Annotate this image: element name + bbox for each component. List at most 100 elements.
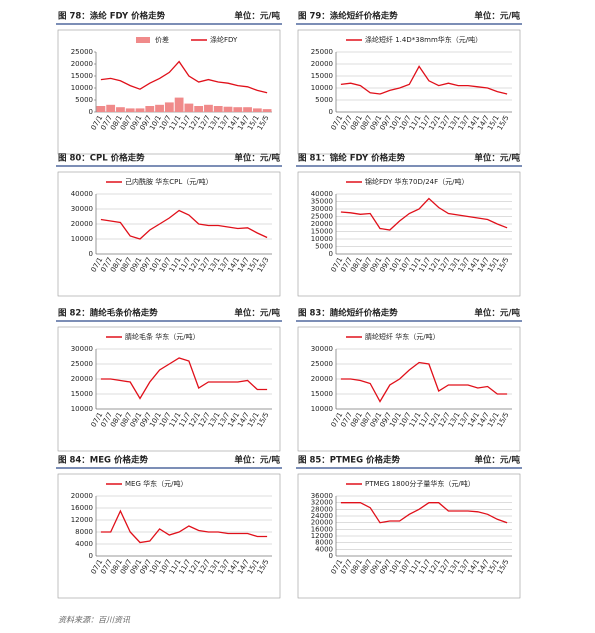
y-tick-label: 25000 [311,360,333,368]
y-tick-label: 10000 [311,84,333,92]
unit-label: 单位：元/吨 [234,153,280,164]
unit-label: 单位：元/吨 [474,455,520,466]
spread-bar [233,107,243,112]
legend-label: PTMEG 1800分子量华东（元/吨） [365,479,475,488]
legend-label: 锦纶FDY 华东70D/24F（元/吨） [365,177,468,186]
y-tick-label: 35000 [311,198,333,206]
unit-label: 单位：元/吨 [234,455,280,466]
y-tick-label: 0 [89,250,93,258]
y-tick-label: 16000 [311,525,333,533]
y-tick-label: 12000 [71,516,93,524]
y-tick-label: 20000 [311,220,333,228]
y-tick-label: 20000 [71,60,93,68]
spread-bar [116,107,125,112]
chart-frame [57,326,281,452]
spread-bar [174,97,184,112]
legend-label: 涤纶短纤 1.4D*38mm华东（元/吨） [365,35,482,44]
y-tick-label: 25000 [71,360,93,368]
y-tick-label: 30000 [71,205,93,213]
y-tick-label: 5000 [75,96,93,104]
figure-title: 图 81：锦纶 FDY 价格走势 [298,153,406,164]
spread-bar [194,106,204,112]
legend-swatch [136,37,150,43]
y-tick-label: 10000 [71,84,93,92]
y-tick-label: 15000 [311,72,333,80]
y-tick-label: 30000 [311,345,333,353]
y-tick-label: 10000 [71,405,93,413]
unit-label: 单位：元/吨 [474,11,520,22]
price-line [100,509,268,544]
price-line [100,209,268,240]
spread-bar [184,103,194,112]
chart-frame [57,29,281,155]
figure-title: 图 82：腈纶毛条价格走势 [58,308,158,319]
legend-label: 己内酰胺 华东CPL（元/吨） [125,177,213,186]
price-line [340,502,508,524]
chart-frame [297,29,521,155]
price-line [100,357,268,400]
price-line [340,197,508,231]
y-tick-label: 8000 [315,539,333,547]
y-tick-label: 5000 [315,96,333,104]
y-tick-label: 0 [329,250,333,258]
spread-bar [96,106,106,112]
chart-frame [297,171,521,297]
legend-label: 腈纶短纤 华东（元/吨） [365,332,440,341]
price-line [340,65,508,95]
spread-bar [145,106,155,112]
spread-bar [204,104,213,112]
spread-bar [223,106,233,112]
y-tick-label: 5000 [315,243,333,251]
spread-bar [213,106,223,112]
figure-title: 图 84：MEG 价格走势 [58,455,148,466]
spread-bar [135,108,145,112]
y-tick-label: 10000 [311,235,333,243]
y-tick-label: 20000 [311,375,333,383]
y-tick-label: 15000 [71,390,93,398]
y-tick-label: 30000 [311,205,333,213]
y-tick-label: 40000 [71,190,93,198]
spread-bar [243,107,252,112]
spread-bar [155,104,164,112]
price-line [100,60,268,94]
y-tick-label: 36000 [311,492,333,500]
y-tick-label: 4000 [315,545,333,553]
y-tick-label: 15000 [311,390,333,398]
y-tick-label: 15000 [311,228,333,236]
spread-bar [164,102,174,112]
chart-frame [57,171,281,297]
y-tick-label: 20000 [311,60,333,68]
y-tick-label: 16000 [71,504,93,512]
y-tick-label: 20000 [71,492,93,500]
spread-bar [252,108,262,112]
chart-frame [297,473,521,599]
source-note: 资料来源：百川资讯 [58,616,131,625]
y-tick-label: 4000 [75,540,93,548]
legend-label: 腈纶毛条 华东（元/吨） [125,332,200,341]
y-tick-label: 20000 [71,220,93,228]
y-tick-label: 10000 [311,405,333,413]
unit-label: 单位：元/吨 [474,153,520,164]
unit-label: 单位：元/吨 [234,308,280,319]
figure-title: 图 85：PTMEG 价格走势 [298,455,401,466]
spread-bar [262,109,272,112]
legend-label: 价差 [155,35,169,44]
figure-title: 图 78：涤纶 FDY 价格走势 [58,11,166,22]
y-tick-label: 28000 [311,505,333,513]
y-tick-label: 12000 [311,532,333,540]
unit-label: 单位：元/吨 [234,11,280,22]
y-tick-label: 0 [329,552,333,560]
price-line [340,361,508,403]
y-tick-label: 25000 [71,48,93,56]
y-tick-label: 40000 [311,190,333,198]
y-tick-label: 24000 [311,512,333,520]
chart-frame [57,473,281,599]
chart-frame [297,326,521,452]
figure-title: 图 80：CPL 价格走势 [58,153,145,164]
y-tick-label: 30000 [71,345,93,353]
y-tick-label: 25000 [311,48,333,56]
y-tick-label: 0 [89,108,93,116]
y-tick-label: 10000 [71,235,93,243]
y-tick-label: 0 [89,552,93,560]
